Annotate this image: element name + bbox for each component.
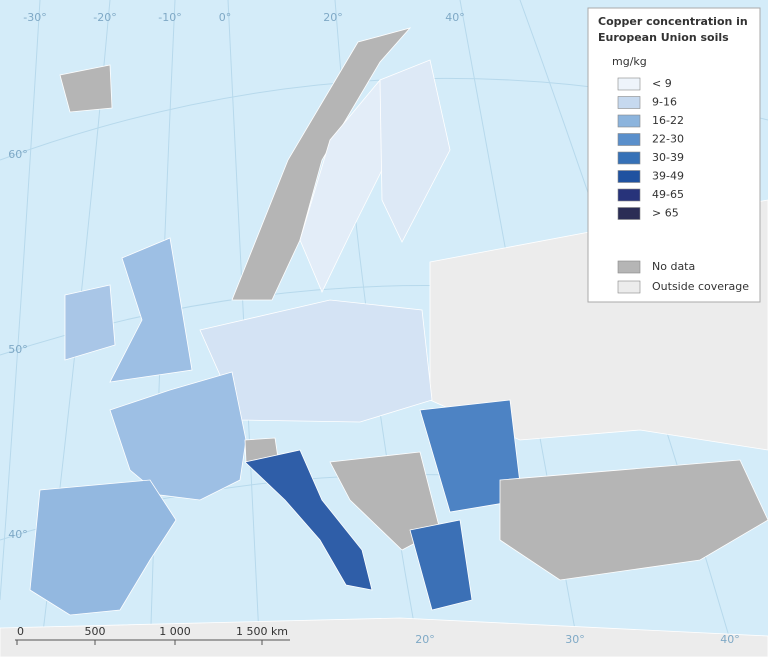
legend-swatch [617, 170, 641, 183]
graticule-label: 40° [720, 633, 740, 646]
legend-label: 30-39 [652, 151, 684, 164]
legend-swatch [617, 114, 641, 128]
legend-swatch [617, 188, 641, 202]
graticule-label: -10° [158, 11, 181, 24]
legend-box [587, 7, 761, 303]
legend-label: Outside coverage [652, 280, 749, 293]
legend-swatch [617, 207, 641, 220]
graticule-label: 50° [8, 343, 28, 356]
legend-unit: mg/kg [612, 55, 647, 68]
legend-label: 39-49 [652, 170, 684, 183]
legend-swatch [617, 260, 641, 274]
legend-swatch [617, 133, 641, 146]
graticule-label: 60° [8, 148, 28, 161]
legend-swatch [617, 151, 641, 165]
scale-label: 1 500 km [236, 625, 288, 638]
legend-swatch [617, 96, 641, 109]
legend-label: No data [652, 260, 695, 273]
graticule-label: 20° [323, 11, 343, 24]
graticule-label: 30° [565, 633, 585, 646]
graticule-label: -20° [93, 11, 116, 24]
legend-label: 16-22 [652, 114, 684, 127]
legend-label: < 9 [652, 77, 672, 90]
graticule-label: 40° [445, 11, 465, 24]
legend-label: 49-65 [652, 188, 684, 201]
legend-label: > 65 [652, 207, 679, 220]
scale-label: 1 000 [159, 625, 191, 638]
graticule-label: 20° [415, 633, 435, 646]
legend-label: 9-16 [652, 96, 677, 109]
legend-swatch [617, 280, 641, 294]
land [0, 27, 768, 657]
legend-label: 22-30 [652, 133, 684, 146]
map-title: Copper concentration in European Union so… [598, 15, 748, 44]
graticule-label: 0° [219, 11, 232, 24]
legend-swatch [617, 77, 641, 91]
scale-label: 0 [17, 625, 24, 638]
graticule-label: 40° [8, 528, 28, 541]
scale-label: 500 [85, 625, 106, 638]
graticule-label: -30° [23, 11, 46, 24]
